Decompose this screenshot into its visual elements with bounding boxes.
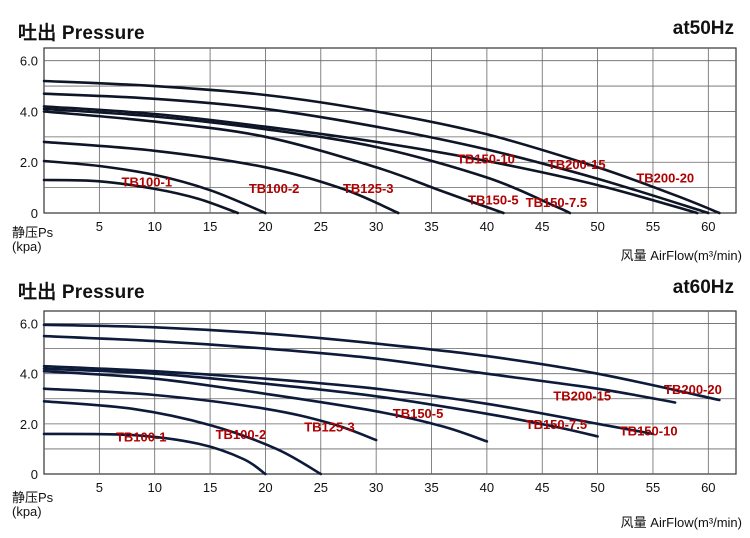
frequency-label: at50Hz	[672, 18, 734, 39]
x-tick-label: 25	[314, 480, 328, 495]
curve-label-tb150-10: TB150-10	[457, 152, 515, 167]
x-tick-label: 15	[203, 480, 217, 495]
x-tick-label: 30	[369, 480, 383, 495]
curve-label-tb125-3: TB125-3	[304, 420, 355, 435]
chart-60hz: 0 2.0 4.0 6.0 5 10 15 20 25 30 35 40 45 50 55 60 TB100-1…	[20, 310, 737, 495]
curve-tb200-15	[42, 334, 677, 404]
x-tick-label: 20	[258, 219, 272, 234]
x-tick-label: 45	[535, 480, 549, 495]
x-tick-label: 50	[590, 480, 604, 495]
x-tick-label: 30	[369, 219, 383, 234]
curve-label-tb150-7-5: TB150-7.5	[526, 417, 587, 432]
curve-label-tb100-2: TB100-2	[216, 427, 267, 442]
y-axis-label: 静压Ps	[12, 490, 54, 505]
x-tick-label: 5	[96, 480, 103, 495]
curve-label-tb100-2: TB100-2	[249, 181, 300, 196]
chart-title: 吐出 Pressure	[18, 23, 145, 44]
x-tick-label: 60	[701, 480, 715, 495]
curve-tb125-3	[42, 140, 400, 215]
x-tick-label: 10	[147, 480, 161, 495]
curve-tb200-20	[42, 323, 721, 402]
y-tick-label: 2.0	[20, 155, 38, 170]
x-tick-label: 50	[590, 219, 604, 234]
x-axis-label: 风量 AirFlow(m³/min)	[620, 248, 742, 263]
chart-50hz: 0 2.0 4.0 6.0 5 10 15 20 25 30 35 40 45 50 55 60 TB100-1…	[20, 47, 737, 234]
y-tick-label: 0	[31, 467, 38, 482]
x-tick-label: 55	[646, 480, 660, 495]
y-tick-label: 6.0	[20, 54, 38, 69]
curve-tb100-2	[42, 400, 323, 476]
x-tick-label: 35	[424, 480, 438, 495]
x-tick-label: 5	[96, 219, 103, 234]
x-tick-label: 55	[646, 219, 660, 234]
y-axis-unit: (kpa)	[12, 239, 42, 254]
chart-panel-50hz: 吐出 Pressure at50Hz 0 2.0 4.0 6.0 5 10 15 20 25 30…	[12, 18, 742, 263]
x-tick-label: 20	[258, 480, 272, 495]
curve-label-tb150-5: TB150-5	[468, 192, 519, 207]
curve-tb100-1	[42, 178, 240, 215]
y-tick-label: 0	[31, 206, 38, 221]
y-tick-label: 4.0	[20, 367, 38, 382]
curve-tb150-5	[42, 110, 505, 215]
x-tick-label: 25	[314, 219, 328, 234]
y-tick-label: 2.0	[20, 417, 38, 432]
curve-label-tb200-15: TB200-15	[548, 157, 606, 172]
x-tick-label: 45	[535, 219, 549, 234]
curve-tb200-15	[42, 92, 710, 215]
curve-label-tb100-1: TB100-1	[116, 430, 167, 445]
x-tick-label: 10	[147, 219, 161, 234]
curve-label-tb100-1: TB100-1	[122, 175, 173, 190]
x-tick-label: 15	[203, 219, 217, 234]
curve-label-tb150-10: TB150-10	[620, 423, 678, 438]
curve-label-tb150-7-5: TB150-7.5	[526, 195, 587, 210]
plot-frame	[43, 47, 737, 214]
curve-tb150-7-5	[42, 107, 572, 215]
x-tick-label: 40	[480, 219, 494, 234]
curve-tb100-2	[42, 159, 267, 215]
y-tick-label: 6.0	[20, 317, 38, 332]
curve-tb200-20	[42, 79, 721, 215]
curve-label-tb125-3: TB125-3	[343, 181, 394, 196]
frequency-label: at60Hz	[672, 277, 734, 298]
curve-label-tb200-15: TB200-15	[553, 388, 611, 403]
curve-tb150-10	[42, 105, 699, 215]
curve-tb125-3	[42, 387, 378, 442]
curve-label-tb200-20: TB200-20	[664, 382, 722, 397]
curve-tb150-5	[42, 369, 489, 443]
x-tick-label: 35	[424, 219, 438, 234]
y-tick-label: 4.0	[20, 104, 38, 119]
curve-tb100-1	[42, 432, 267, 476]
y-axis-label: 静压Ps	[12, 225, 54, 240]
y-axis-unit: (kpa)	[12, 504, 42, 519]
curve-tb150-10	[42, 364, 655, 436]
x-tick-label: 40	[480, 480, 494, 495]
chart-title: 吐出 Pressure	[18, 282, 145, 303]
chart-panel-60hz: 吐出 Pressure at60Hz 0 2.0 4.0 6.0 5 10 15 20 25 30…	[0, 269, 750, 538]
x-axis-label: 风量 AirFlow(m³/min)	[620, 515, 742, 530]
x-tick-label: 60	[701, 219, 715, 234]
curve-tb150-7-5	[42, 367, 599, 438]
curve-label-tb200-20: TB200-20	[636, 171, 694, 186]
curve-label-tb150-5: TB150-5	[393, 406, 444, 421]
plot-frame	[43, 310, 737, 475]
